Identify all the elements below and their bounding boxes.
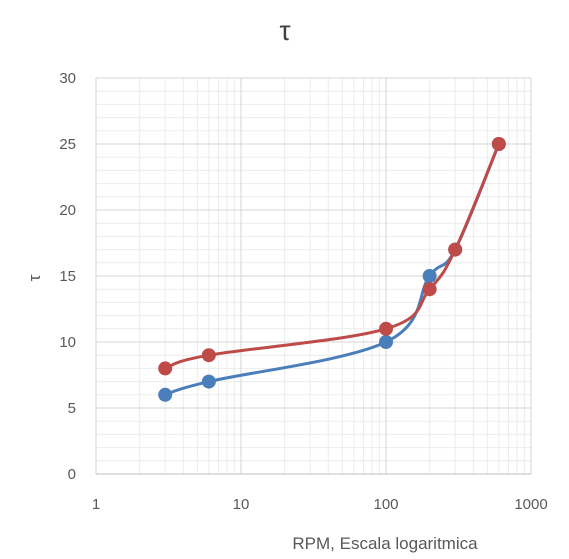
y-tick-label: 5 — [68, 400, 76, 417]
series-1-point — [158, 387, 173, 402]
series-2-point — [491, 137, 506, 151]
series-2-point — [379, 321, 393, 336]
series-2-point — [201, 348, 216, 363]
series-2-point — [448, 242, 463, 257]
series-2-line — [164, 143, 501, 370]
series-2-point — [422, 282, 437, 297]
y-tick-label: 30 — [59, 70, 76, 87]
x-axis-label: RPM, Escala logaritmica — [292, 534, 478, 553]
y-axis-ticks: 0 5 10 15 20 25 30 — [59, 70, 76, 483]
y-tick-label: 15 — [59, 268, 76, 285]
y-tick-label: 20 — [59, 202, 76, 219]
chart-title: τ — [279, 15, 290, 46]
x-tick-label: 1 — [92, 496, 100, 513]
y-tick-label: 0 — [68, 466, 76, 483]
x-tick-label: 1000 — [514, 496, 547, 513]
series-group — [158, 137, 506, 402]
x-tick-label: 10 — [233, 496, 250, 513]
x-axis-ticks: 1 10 100 1000 — [92, 496, 548, 513]
series-1-point — [201, 374, 216, 389]
grid — [95, 77, 532, 475]
series-2-point — [158, 361, 173, 376]
x-tick-label: 100 — [373, 496, 398, 513]
y-tick-label: 10 — [59, 334, 76, 351]
series-1-point — [379, 335, 393, 349]
y-axis-label: τ — [25, 274, 44, 281]
y-tick-label: 25 — [59, 136, 76, 153]
series-1-point — [422, 269, 437, 283]
